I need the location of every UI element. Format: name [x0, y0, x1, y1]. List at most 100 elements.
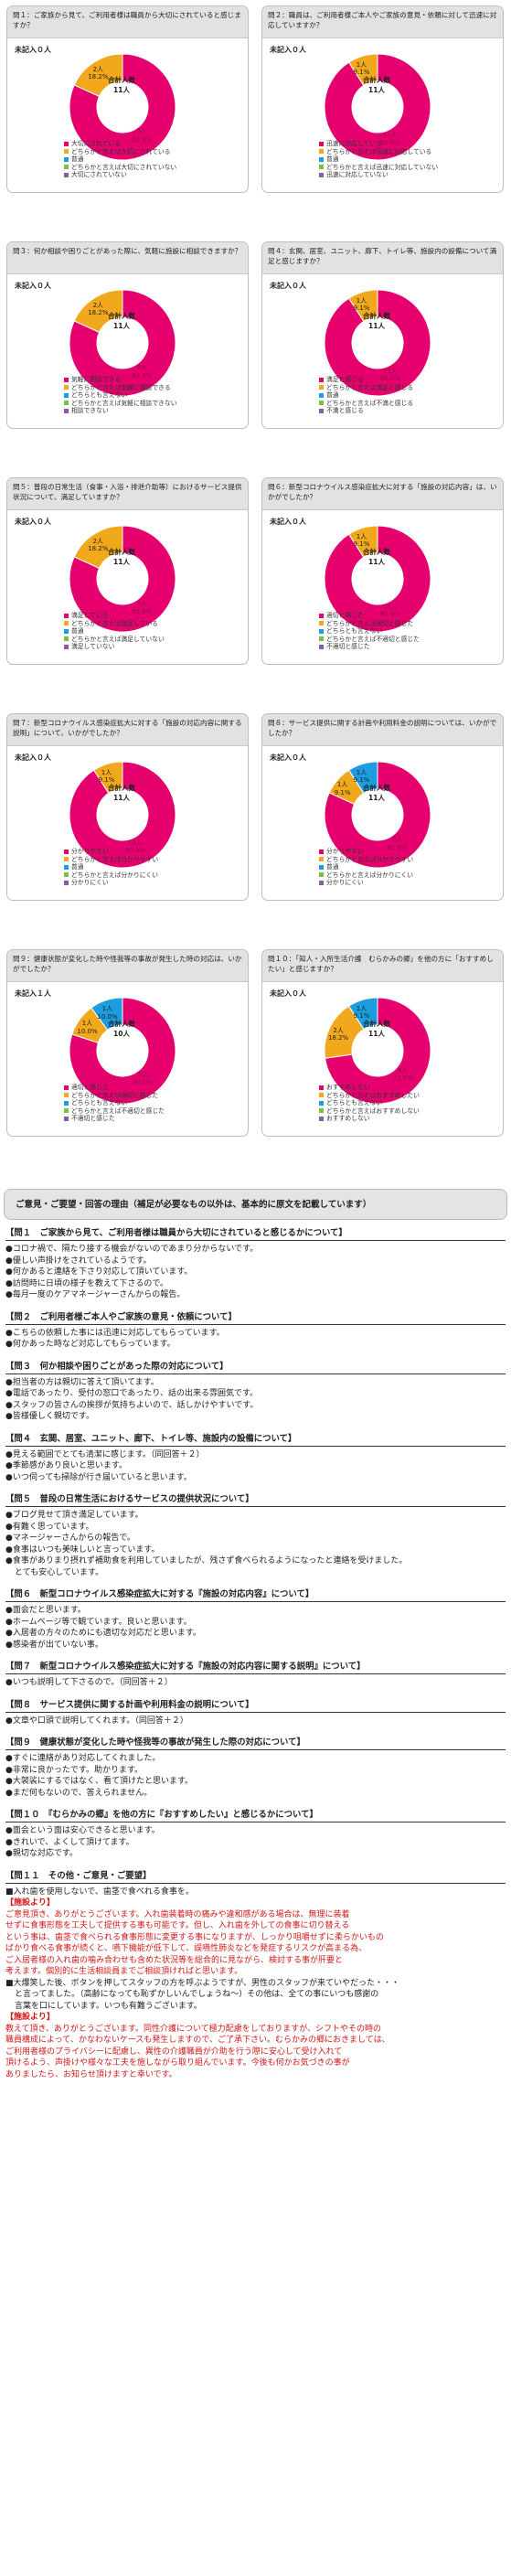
- legend-label: 満足していない: [71, 643, 115, 650]
- legend-item: どちらとも言えない: [319, 1099, 420, 1107]
- pie-slice: [324, 289, 431, 397]
- comment-line: ●いつ伺っても掃除が行き届いていると思います。: [5, 1472, 192, 1482]
- legend-swatch: [319, 849, 324, 854]
- comment-line: ●まだ何もないので、答えられません。: [5, 1788, 153, 1798]
- comment-line: ばかり食べる食事が続くと、嚥下機能が低下して、誤嚥性肺炎などを発症するリスクが高…: [5, 1944, 367, 1953]
- slice-count: 1人: [81, 1020, 93, 1028]
- legend-item: 不適切と感じた: [319, 643, 420, 651]
- legend-swatch: [319, 621, 324, 626]
- legend-item: どちらかと言えば分かりにくい: [319, 871, 413, 880]
- legend-label: どちらかと言えば分かりにくい: [71, 871, 159, 879]
- legend-swatch: [64, 392, 69, 398]
- comment-line: ●担当者の方は親切に答えて頂いてます。: [5, 1377, 159, 1387]
- legend-item: 適切と感じた: [319, 612, 420, 620]
- chart-legend: 迅速に対応している どちらかと言えば迅速に対応している 普通 どちらかと言えば迅速に対…: [319, 140, 438, 179]
- comment-line: ●ホームページ等で観ています。良いと思います。: [5, 1617, 192, 1627]
- comment-heading: 【問１１ その他・ご意見・ご要望】: [5, 1870, 506, 1884]
- slice-label: 9人 81.8%: [132, 600, 152, 615]
- slice-count: 1人: [356, 532, 367, 540]
- slice-count: 1人: [101, 768, 112, 776]
- legend-swatch: [64, 628, 69, 634]
- pie-slice: [347, 525, 378, 559]
- chart-center-total: 合計人数 11人: [354, 311, 399, 331]
- chart-title: 問１：ご家族から見て、ご利用者様は職員から大切にされていると感じますか？: [7, 6, 248, 38]
- survey-chart-card: 問６：新型コロナウイルス感染症拡大に対する「施設の対応内容」は、いかがでしたか？…: [261, 477, 504, 665]
- legend-swatch: [64, 880, 69, 885]
- comment-line: 教えて頂き、ありがとうございます。同性介護について極力配慮をしておりますが、シフ…: [5, 2024, 382, 2034]
- legend-label: 満足と感じる: [326, 376, 364, 383]
- survey-chart-card: 問７：新型コロナウイルス感染症拡大に対する「施設の対応内容に関する説明」について…: [6, 713, 249, 901]
- legend-swatch: [64, 401, 69, 406]
- legend-swatch: [319, 1093, 324, 1098]
- pie-slice: [73, 53, 123, 98]
- slice-label: 10人 90.9%: [379, 604, 399, 619]
- center-text: 11人: [113, 558, 130, 566]
- comment-line: ●季節感があり良いと思います。: [5, 1461, 127, 1470]
- legend-swatch: [64, 613, 69, 618]
- comment-section: 【問２ ご利用者様ご本人やご家族の意見・依頼について】 ●こちらの依頼した事には迅…: [5, 1311, 506, 1351]
- slice-label: 10人 90.9%: [379, 132, 399, 147]
- legend-label: 普通: [71, 627, 84, 635]
- unreported-count: 未記入０人: [15, 518, 51, 526]
- legend-swatch: [319, 880, 324, 885]
- legend-swatch: [64, 156, 69, 162]
- center-text: 11人: [368, 558, 385, 566]
- legend-swatch: [319, 628, 324, 634]
- slice-label: 9人 81.8%: [387, 836, 407, 851]
- legend-label: どちらかと言えば不満と感じる: [326, 399, 414, 407]
- chart-center-total: 合計人数 11人: [99, 547, 144, 567]
- legend-label: どちらかと言えば不適切と感じた: [326, 635, 420, 643]
- legend-item: どちらかと言えば満足している: [64, 620, 165, 628]
- comment-line: 【施設より】: [5, 1898, 55, 1908]
- slice-count: 1人: [336, 781, 348, 789]
- unreported-count: 未記入０人: [270, 282, 306, 290]
- donut-chart: [69, 761, 176, 869]
- comment-line: ●マネージャーさんからの報告で。: [5, 1534, 135, 1543]
- survey-chart-card: 問１：ご家族から見て、ご利用者様は職員から大切にされていると感じますか？ 未記入０…: [6, 5, 249, 193]
- legend-item: 大切にされている: [64, 140, 176, 148]
- chart-legend: おすすめしたい どちらかと言えばおすすめしたい どちらとも言えない どちらかと言えばお…: [319, 1084, 420, 1123]
- comment-line: ●優しい声掛けをされているようです。: [5, 1256, 152, 1266]
- comment-line: ●非常に良かったです。助かります。: [5, 1765, 144, 1775]
- legend-item: どちらかと言えばおすすめしたい: [319, 1092, 420, 1100]
- comment-line: ●親切な対応です。: [5, 1849, 78, 1858]
- legend-swatch: [64, 1093, 69, 1098]
- center-text: 10人: [113, 1030, 130, 1038]
- legend-item: どちらとも言えない: [64, 391, 177, 400]
- comment-line: ●面会だと思います。: [5, 1606, 86, 1615]
- comment-heading: 【問５ 普段の日常生活におけるサービスの提供状況について】: [5, 1493, 506, 1507]
- legend-swatch: [64, 1108, 69, 1114]
- legend-swatch: [319, 864, 324, 870]
- legend-swatch: [319, 172, 324, 177]
- slice-label: 9人 81.8%: [132, 128, 152, 144]
- comment-section: 【問３ 何か相談や困りごとがあった際の対応について】 ●担当者の方は親切に答えて頂…: [5, 1361, 506, 1423]
- slice-count: 9人: [136, 364, 148, 372]
- comments-banner: ご意見・ご要望・回答の理由（補足が必要なもの以外は、基本的に原文を記載しています…: [4, 1189, 507, 1220]
- legend-label: 不適切と感じた: [326, 643, 370, 650]
- legend-item: どちらかと言えば不満と感じる: [319, 400, 413, 408]
- legend-item: どちらとも言えない: [64, 1099, 165, 1107]
- comment-line: ●何かあると連絡を下さり対応して頂いています。: [5, 1267, 193, 1277]
- comment-line: ■大爆笑した後、ボタンを押してスタッフの方を呼ぶようですが、男性のスタッフが来て…: [5, 1978, 400, 1988]
- chart-legend: 分かりやすい どちらかと言えば分かりやすい 普通 どちらかと言えば分かりにくい 分かりに…: [64, 848, 158, 887]
- pie-slice: [69, 997, 176, 1105]
- legend-label: どちらかと言えば気軽に相談できない: [71, 399, 177, 407]
- slice-label: 1人 9.1%: [354, 297, 370, 313]
- slice-percent: 9.1%: [98, 776, 115, 785]
- legend-swatch: [64, 1116, 69, 1121]
- comment-heading: 【問７ 新型コロナウイルス感染症拡大に対する『施設の対応内容に関する説明』につい…: [5, 1661, 506, 1674]
- legend-item: 不満と感じる: [319, 407, 413, 415]
- legend-swatch: [319, 408, 324, 413]
- slice-count: 9人: [136, 600, 148, 608]
- legend-label: どちらかと言えば大切にされている: [71, 147, 171, 155]
- legend-label: どちらとも言えない: [326, 627, 383, 635]
- legend-label: 普通: [71, 155, 84, 163]
- center-text: 合計人数: [108, 76, 135, 84]
- legend-swatch: [64, 621, 69, 626]
- comment-line: ●スタッフの皆さんの挨拶が気持ちよいので、話しかけやすいです。: [5, 1400, 259, 1410]
- legend-label: どちらかと言えばおすすめしない: [326, 1106, 420, 1115]
- center-text: 11人: [113, 322, 130, 330]
- donut-chart: [69, 289, 176, 397]
- legend-swatch: [64, 636, 69, 642]
- slice-count: 1人: [101, 1005, 113, 1013]
